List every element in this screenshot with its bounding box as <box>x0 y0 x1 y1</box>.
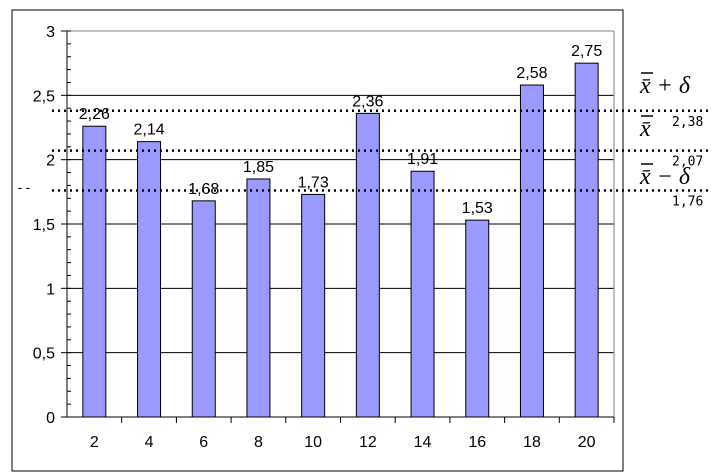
data-label: 2,26 <box>79 106 110 123</box>
data-label: 2,14 <box>133 122 164 139</box>
bar <box>574 62 599 418</box>
x-tick-label: 10 <box>304 434 322 451</box>
x-tick-label: 18 <box>523 434 541 451</box>
y-tick-label: 2 <box>46 153 55 170</box>
reference-value-label: 1,76 <box>672 195 703 210</box>
bar <box>301 193 326 418</box>
data-label: 2,58 <box>516 65 547 82</box>
bar <box>410 170 435 418</box>
y-tick-label: 1 <box>46 281 55 298</box>
bar <box>246 178 271 418</box>
bar <box>355 112 380 418</box>
bar <box>82 125 107 418</box>
x-tick-label: 16 <box>468 434 486 451</box>
x-tick-label: 2 <box>90 434 99 451</box>
y-tick-label: 2,5 <box>33 88 55 105</box>
y-tick-label: 0,5 <box>33 346 55 363</box>
x-tick-label: 6 <box>199 434 208 451</box>
y-tick-label: 1,5 <box>33 217 55 234</box>
bar <box>137 141 162 418</box>
x-tick-label: 12 <box>359 434 377 451</box>
data-label: 1,91 <box>407 151 438 168</box>
x-tick-label: 8 <box>254 434 263 451</box>
data-label: 1,53 <box>462 200 493 217</box>
reference-formula: x̄ <box>639 116 651 142</box>
data-label: 2,75 <box>571 43 602 60</box>
y-tick-label: 0 <box>46 410 55 427</box>
bar <box>465 219 490 418</box>
reference-value-label: 2,38 <box>672 115 703 130</box>
y-tick-label: 3 <box>46 24 55 41</box>
reference-formula: x̄ + δ <box>639 73 691 99</box>
bar <box>519 84 544 418</box>
x-tick-label: 4 <box>145 434 154 451</box>
reference-value-label: 2,07 <box>672 155 703 170</box>
x-tick-label: 20 <box>578 434 596 451</box>
data-label: 1,73 <box>298 174 329 191</box>
extra-label: -- <box>16 181 32 196</box>
bar <box>191 200 216 418</box>
reference-formula: x̄ − δ <box>639 164 691 190</box>
x-tick-label: 14 <box>414 434 432 451</box>
data-label: 1,85 <box>243 159 274 176</box>
data-label: 2,36 <box>352 93 383 110</box>
